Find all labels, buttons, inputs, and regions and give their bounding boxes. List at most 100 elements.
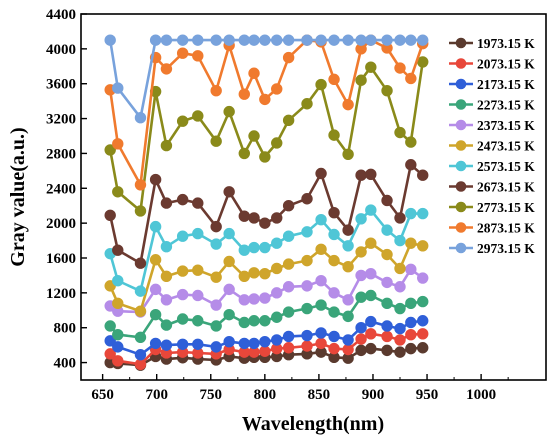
legend-swatch-marker <box>455 140 467 151</box>
data-point <box>355 246 367 258</box>
data-point <box>417 272 429 284</box>
legend-label: 2073.15 K <box>477 57 535 72</box>
data-point <box>259 267 271 280</box>
data-point <box>210 320 222 332</box>
data-point <box>394 234 406 247</box>
data-point <box>355 34 367 46</box>
data-point <box>282 258 295 270</box>
data-point <box>315 34 327 46</box>
data-point <box>160 139 173 152</box>
data-point <box>328 34 340 46</box>
y-axis-title: Gray value(a.u.) <box>7 127 29 266</box>
y-tick-label: 2800 <box>46 146 76 162</box>
data-point <box>176 34 189 46</box>
data-point <box>365 61 377 73</box>
legend-item: 2973.15 K <box>449 241 535 256</box>
data-point <box>282 34 295 46</box>
data-point <box>342 261 354 273</box>
data-point <box>355 213 367 225</box>
data-point <box>417 207 429 220</box>
data-point <box>248 241 260 254</box>
data-point <box>405 159 417 171</box>
data-point <box>342 34 354 46</box>
data-point <box>134 349 147 361</box>
data-point <box>394 212 406 224</box>
data-point <box>134 111 147 124</box>
data-point <box>238 34 250 46</box>
data-point <box>248 34 260 46</box>
y-tick-label: 3200 <box>46 112 76 128</box>
legend-item: 2573.15 K <box>449 159 535 174</box>
data-point <box>355 322 367 334</box>
data-point <box>381 344 393 357</box>
data-point <box>238 88 250 100</box>
data-point <box>405 316 417 329</box>
data-point <box>104 348 116 360</box>
x-tick-label: 900 <box>362 387 385 403</box>
data-point <box>394 34 406 46</box>
data-point <box>315 167 327 180</box>
data-point <box>405 34 417 46</box>
data-point <box>394 346 406 358</box>
data-point <box>259 345 271 357</box>
legend-item: 1973.15 K <box>449 36 535 51</box>
data-point <box>417 315 429 327</box>
data-point <box>315 299 327 311</box>
data-point <box>104 144 116 156</box>
legend-label: 2873.15 K <box>477 221 535 236</box>
data-point <box>104 335 116 347</box>
data-point <box>223 186 235 198</box>
data-point <box>112 274 124 287</box>
data-point <box>192 50 204 62</box>
data-point <box>271 34 283 46</box>
y-axis-ticks: 400 800 1200 1600 2000 2400 2800 3200 3600 4000 44… <box>46 7 87 372</box>
data-point <box>112 82 124 94</box>
data-point <box>192 289 204 302</box>
data-point <box>405 72 417 85</box>
legend-item: 2773.15 K <box>449 200 535 215</box>
data-point <box>238 244 250 256</box>
data-point <box>259 292 271 304</box>
data-point <box>328 330 340 343</box>
data-point <box>301 193 313 205</box>
data-point <box>192 315 204 327</box>
data-point <box>405 263 417 276</box>
legend-item: 2073.15 K <box>449 57 535 72</box>
data-point <box>160 294 173 306</box>
series-4 <box>104 289 429 344</box>
data-point <box>112 297 124 310</box>
data-point <box>238 270 250 283</box>
data-point <box>210 135 222 147</box>
legend-swatch-marker <box>455 78 467 90</box>
data-point <box>328 228 340 241</box>
data-point <box>405 297 417 310</box>
y-tick-label: 1600 <box>46 251 76 267</box>
data-point <box>381 248 393 261</box>
x-tick-label: 1000 <box>466 387 496 403</box>
data-point <box>223 255 235 268</box>
y-tick-label: 3600 <box>46 77 76 93</box>
data-point <box>134 179 147 191</box>
data-point <box>394 281 406 293</box>
data-point <box>248 130 260 142</box>
data-point <box>381 276 393 289</box>
data-point <box>365 342 377 355</box>
data-point <box>315 327 327 339</box>
legend-item: 2873.15 K <box>449 221 535 236</box>
legend-swatch-marker <box>455 119 467 131</box>
data-point <box>405 207 417 220</box>
series-11 <box>104 34 429 124</box>
legend-swatch-marker <box>455 222 467 233</box>
legend-item: 2173.15 K <box>449 77 535 92</box>
data-point <box>176 115 189 127</box>
data-point <box>282 200 295 212</box>
legend-label: 2273.15 K <box>477 98 535 113</box>
data-point <box>394 334 406 346</box>
data-point <box>394 322 406 335</box>
data-point <box>405 237 417 249</box>
data-point <box>160 240 173 253</box>
legend-label: 2373.15 K <box>477 118 535 133</box>
data-point <box>417 295 429 308</box>
data-point <box>112 341 124 353</box>
data-point <box>259 34 271 46</box>
